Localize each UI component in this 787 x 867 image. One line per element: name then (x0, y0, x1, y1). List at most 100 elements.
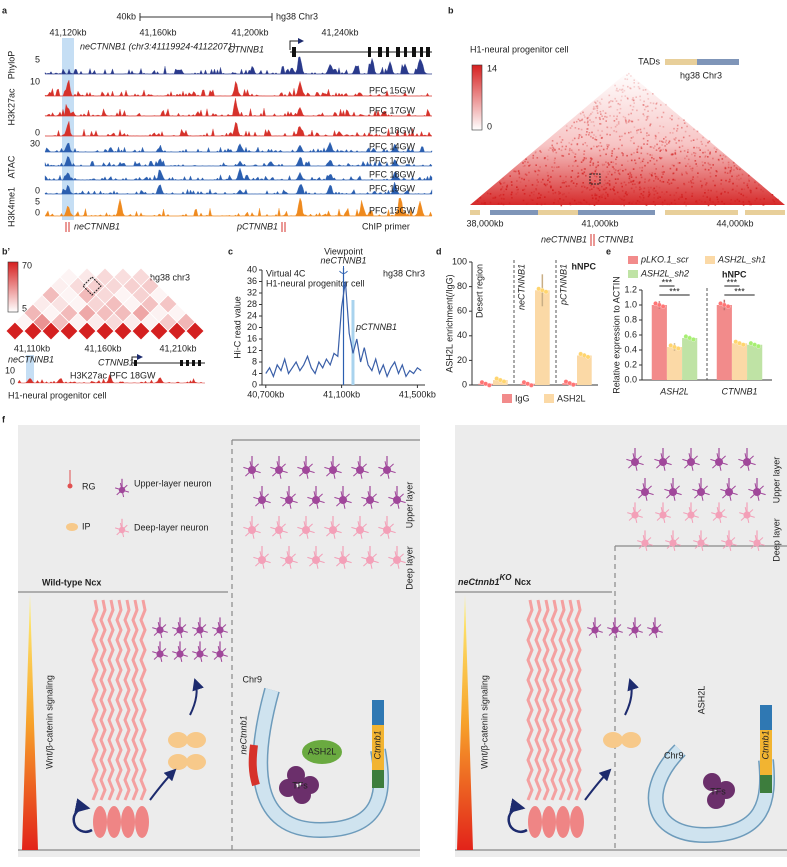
hic-pixel (653, 193, 656, 196)
hic-pixel (627, 113, 630, 116)
hic-pixel (560, 149, 563, 152)
neuron-soma (611, 626, 619, 634)
hic-pixel (545, 164, 547, 167)
neuron-soma (118, 486, 126, 494)
hic-pixel (606, 166, 609, 168)
hic-pixel (668, 140, 671, 143)
hic-pixel (754, 199, 756, 202)
hic-pixel (675, 167, 678, 170)
hic-pixel (561, 193, 564, 196)
hic-pixel (638, 181, 641, 184)
hic-pixel (596, 109, 598, 112)
hic-pixel (668, 179, 670, 181)
neuron-soma (697, 539, 705, 547)
hic-pixel (595, 198, 597, 200)
tss-arrow (131, 354, 143, 363)
hic-pixel (574, 127, 577, 129)
tf-protein (287, 766, 305, 784)
hic-pixel (592, 184, 595, 186)
y-tick-label: 4 (252, 368, 257, 378)
title-gene: neCtnnb1 (458, 577, 500, 587)
hic-pixel (559, 192, 561, 194)
hic-pixel (579, 112, 582, 115)
hic-pixel (600, 137, 603, 139)
signal-track (44, 56, 433, 75)
differentiation-arrow (624, 678, 639, 716)
hic-pixel (651, 172, 654, 174)
hic-pixel (637, 145, 640, 148)
hic-pixel (568, 185, 570, 187)
hic-pixel (588, 134, 590, 136)
hic-pixel (738, 192, 740, 194)
hic-pixel (663, 171, 665, 173)
hic-pixel (608, 170, 611, 173)
neuron-soma (248, 526, 256, 534)
hic-pixel (722, 161, 724, 164)
category-label: pCTNNB1 (558, 264, 568, 306)
hic-pixel (591, 188, 593, 190)
hic-pixel (612, 166, 614, 168)
hic-pixel (615, 118, 618, 120)
hic-pixel (476, 200, 479, 202)
hic-pixel (685, 172, 688, 174)
neuron-soma (743, 458, 751, 466)
hic-pixel (586, 131, 588, 133)
track-group-label: PhyloP (6, 51, 16, 80)
hic-pixel (625, 121, 627, 123)
hic-pixel (651, 156, 653, 159)
hic-pixel (628, 119, 630, 121)
hic-pixel (671, 118, 673, 121)
hic-pixel (681, 193, 683, 196)
hic-pixel (525, 174, 528, 176)
y-tick-label: 36 (247, 276, 257, 286)
hic-pixel (659, 196, 661, 198)
rg-fiber (526, 599, 534, 801)
signal-track (44, 181, 433, 195)
hic-pixel (582, 184, 585, 187)
hic-pixel (661, 144, 663, 146)
hic-pixel (569, 147, 571, 150)
hic-pixel (642, 137, 645, 140)
hic-pixel (671, 154, 674, 156)
hic-pixel (676, 130, 678, 132)
hic-pixel (602, 164, 604, 167)
hic-pixel (611, 201, 614, 203)
hic-pixel (583, 199, 585, 201)
neuron-soma (697, 488, 705, 496)
track-label: H3K27ac PFC 18GW (70, 370, 156, 380)
hic-pixel (669, 117, 671, 120)
hic-pixel (575, 185, 577, 187)
track-scale: 10 (30, 76, 40, 86)
hic-pixel (636, 109, 638, 112)
hic-pixel (691, 153, 693, 156)
hic-pixel (686, 125, 688, 128)
hic-pixel (619, 103, 621, 106)
replicate-dot (691, 337, 696, 342)
hic-pixel (539, 150, 541, 152)
hic-pixel (585, 174, 587, 177)
hic-pixel (524, 160, 526, 163)
hic-pixel (498, 195, 501, 197)
neuron-soma (196, 626, 204, 634)
hic-pixel (736, 175, 738, 178)
hic-pixel (596, 112, 599, 114)
rg-cell (121, 806, 135, 838)
neuron-soma (156, 650, 164, 658)
hic-pixel (632, 97, 634, 99)
hic-pixel (715, 175, 717, 177)
hic-pixel (637, 151, 640, 154)
hic-pixel (648, 188, 650, 191)
hic-pixel (684, 157, 686, 160)
hic-pixel (544, 184, 547, 187)
hic-pixel (486, 192, 489, 195)
exon (404, 47, 407, 57)
hic-pixel (651, 174, 653, 177)
hic-pixel (745, 196, 748, 198)
hic-pixel (671, 164, 674, 166)
hic-pixel (552, 192, 555, 195)
proliferation-arrow (72, 798, 93, 833)
hic-pixel (588, 114, 591, 117)
track-scale: 0 (35, 127, 40, 137)
hic-pixel (648, 194, 651, 196)
chromatin-loop (253, 688, 388, 837)
